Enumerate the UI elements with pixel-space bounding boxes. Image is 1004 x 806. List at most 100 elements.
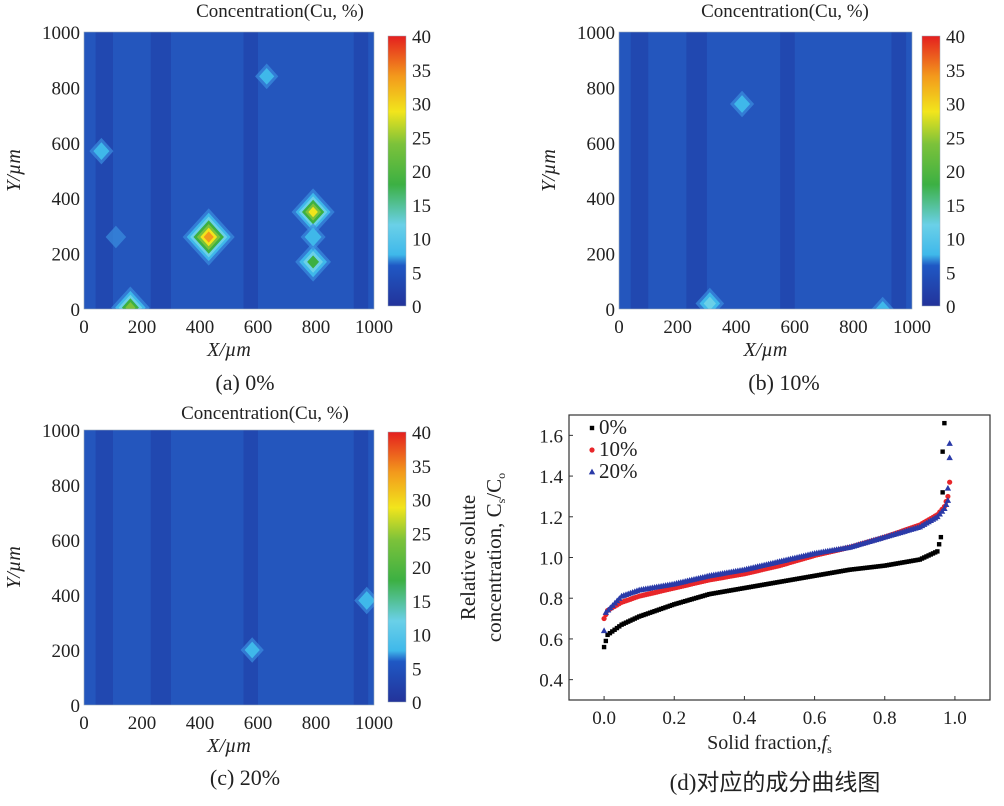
x-tick-label: 1.0 [943,708,967,729]
hotspot [695,287,725,309]
colorbar-tick-label: 30 [946,95,965,116]
map-frame [83,31,375,310]
x-tick-label: 0 [79,317,89,338]
hotspot-contour [734,95,751,113]
x-axis-label: X/µm [743,339,788,361]
y-tick-label: 400 [52,586,81,607]
colorbar-tick-label: 25 [412,128,431,149]
data-point [603,638,609,644]
y-tick-label: 0.4 [539,671,563,692]
hotspot [111,286,150,309]
x-tick-label: 0 [79,713,89,734]
map-frame [618,31,913,310]
colorbar-gradient [387,35,407,307]
data-point-outlier [600,627,608,634]
x-tick-label: 800 [302,713,331,734]
colorbar-tick-label: 40 [946,27,965,48]
colorbar-tick-label: 10 [946,230,965,251]
map-background [619,32,912,309]
hotspot [105,225,127,249]
y-tick-label: 600 [587,134,616,155]
y-tick-label: 0 [606,300,616,321]
colorbar-tick-label: 0 [412,693,422,714]
colorbar-tick-label: 35 [412,61,431,82]
data-point [945,493,951,500]
profile-chart: 0.0 0.2 0.4 0.6 0.8 1.0 0.4 0.6 0.8 1.0 1.2 1.4 1.6 S… [456,414,991,795]
legend-marker [589,447,595,453]
concentration-map-b: Concentration(Cu, %)0 200 400 600 800 1000020… [538,1,965,395]
hotspot-contour [304,227,322,247]
hotspot-contour [203,231,214,243]
colorbar-gradient [921,35,941,307]
x-axis-label-text: Solid fraction, [707,732,821,754]
hotspot [354,586,374,615]
hotspot-contour [244,641,260,659]
colorbar: 0 5 10 15 20 25 30 35 40 [387,423,431,714]
map-band [243,32,258,309]
data-point [605,632,610,638]
x-tick-label: 1000 [355,713,393,734]
data-point [941,505,948,512]
y-tick-label: 400 [52,189,81,210]
colorbar-tick-label: 30 [412,95,431,116]
data-point-outlier [944,484,952,491]
map-band [630,32,649,309]
hotspot [730,90,755,118]
hotspot-contour [358,591,374,610]
colorbar-tick-label: 10 [412,626,431,647]
colorbar-tick-label: 15 [412,196,431,217]
y-axis-label: Y/µm [3,546,25,589]
y-tick-label: 0 [71,696,81,717]
x-tick-label: 600 [244,317,273,338]
x-tick-label: 800 [839,317,868,338]
map-title: Concentration(Cu, %) [181,403,349,424]
hotspot [89,137,114,165]
map-background [84,430,374,705]
y-tick-label: 1.6 [539,426,563,447]
x-tick-label: 200 [128,713,157,734]
x-tick-label: 0 [614,317,624,338]
map-plot-area [84,32,374,309]
colorbar-tick-label: 0 [412,297,422,318]
concentration-map-c: Concentration(Cu, %)0 200 400 600 800 1000020… [3,403,431,790]
map-band [891,32,907,309]
data-point [612,627,617,632]
data-point [944,497,952,503]
y-axis-label-line1: Relative solute [456,495,480,620]
x-axis-label: X/µm [206,339,251,361]
x-tick-label: 400 [186,317,215,338]
colorbar-tick-label: 20 [946,162,965,183]
concentration-map-a: Concentration(Cu, %)0 200 400 600 800 1000020… [3,1,431,395]
y-tick-label: 1.0 [539,549,563,570]
y-tick-label: 0.6 [539,630,563,651]
map-plot-area [619,32,912,309]
panel-caption: (a) 0% [215,370,274,395]
hotspot-contour [93,142,110,160]
y-axis-label-line2: concentration, Cs/Co [482,473,508,642]
legend-entry: 20% [588,459,638,483]
legend-label: 0% [599,415,627,439]
colorbar-tick-label: 25 [946,128,965,149]
x-tick-label: 1000 [893,317,931,338]
legend-label: 20% [599,459,638,483]
y-tick-label: 0.8 [539,589,563,610]
colorbar-gradient [387,431,407,703]
map-band [353,430,369,705]
legend-marker [589,425,595,431]
x-axis-label: Solid fraction,fs [707,732,832,756]
data-point [617,624,622,629]
map-band [243,430,258,705]
legend-entry: 10% [589,437,638,461]
data-point-outlier [942,420,947,426]
x-axis-label-sub: s [827,742,832,756]
x-tick-label: 0.4 [733,708,757,729]
series-0pct [601,420,947,650]
y-tick-label: 200 [52,245,81,266]
colorbar-tick-label: 15 [412,592,431,613]
y-axis-label: Relative solute concentration, Cs/Co [456,473,508,642]
colorbar-tick-label: 15 [946,196,965,217]
legend-entry: 0% [589,415,627,439]
legend-marker [588,468,596,475]
y-tick-label: 0 [71,300,81,321]
x-tick-label: 800 [302,317,331,338]
